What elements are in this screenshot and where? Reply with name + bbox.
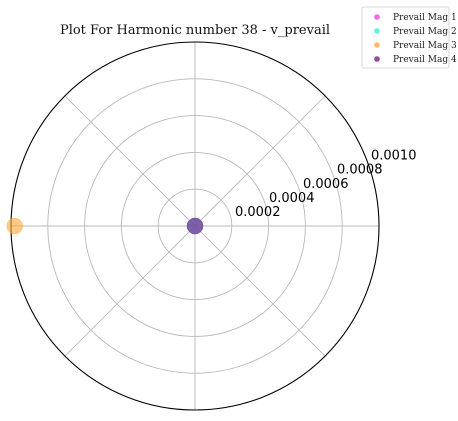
angular-gridline — [194, 95, 326, 227]
data-points — [6, 217, 204, 235]
radial-tick-label: 0.0006 — [303, 177, 349, 192]
radial-tick-label: 0.0010 — [371, 149, 417, 164]
legend: Prevail Mag 1 Prevail Mag 2 Prevail Mag 3 P… — [361, 6, 457, 69]
legend-label: Prevail Mag 3 — [393, 41, 457, 51]
legend-label: Prevail Mag 1 — [393, 13, 457, 23]
radial-tick-label: 0.0002 — [235, 205, 281, 220]
legend-label: Prevail Mag 2 — [393, 27, 457, 37]
legend-box — [361, 6, 450, 69]
angular-gridline — [64, 95, 196, 227]
data-point — [6, 217, 23, 235]
legend-label: Prevail Mag 4 — [393, 55, 457, 65]
angular-gridline — [194, 225, 326, 357]
data-point — [186, 217, 204, 235]
chart-title: Plot For Harmonic number 38 - v_prevail — [60, 23, 330, 38]
legend-marker — [374, 28, 380, 34]
legend-marker — [374, 14, 380, 20]
legend-marker — [374, 56, 380, 62]
legend-marker — [374, 42, 380, 48]
radial-tick-label: 0.0008 — [337, 163, 383, 178]
radial-tick-label: 0.0004 — [269, 191, 315, 206]
angular-gridline — [64, 225, 196, 357]
